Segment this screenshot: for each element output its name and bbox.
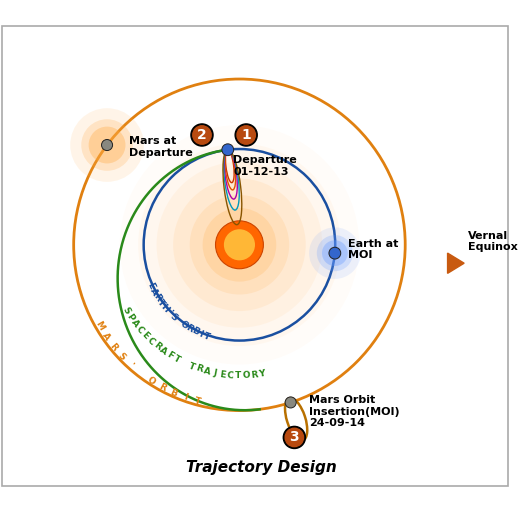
Text: S: S: [117, 351, 127, 362]
Text: Trajectory Design: Trajectory Design: [186, 460, 337, 475]
Text: E: E: [140, 330, 151, 341]
Text: Vernal
Equinox: Vernal Equinox: [468, 231, 518, 252]
Circle shape: [173, 178, 306, 311]
Text: B: B: [169, 388, 179, 398]
Circle shape: [156, 162, 322, 328]
Text: 2: 2: [197, 128, 207, 142]
Text: Earth at
MOI: Earth at MOI: [348, 239, 398, 260]
Text: F: F: [165, 350, 175, 361]
Circle shape: [285, 397, 296, 408]
Circle shape: [322, 240, 348, 266]
Text: T: T: [235, 371, 242, 380]
Polygon shape: [447, 253, 464, 273]
Text: O: O: [178, 319, 190, 331]
Circle shape: [235, 124, 257, 146]
Circle shape: [284, 426, 305, 449]
Circle shape: [191, 124, 213, 146]
Text: M: M: [93, 320, 105, 332]
Circle shape: [81, 119, 133, 171]
Text: O: O: [145, 375, 157, 387]
Text: R: R: [152, 341, 163, 352]
Text: R: R: [108, 341, 119, 352]
Text: R: R: [195, 364, 204, 374]
Text: T: T: [193, 396, 202, 406]
Text: T: T: [187, 361, 196, 372]
Text: ': ': [127, 361, 135, 369]
Text: Departure
01-12-13: Departure 01-12-13: [233, 155, 297, 177]
Text: E: E: [219, 370, 226, 379]
Text: P: P: [125, 312, 136, 322]
Text: H: H: [159, 302, 171, 313]
Circle shape: [138, 143, 341, 346]
Circle shape: [237, 126, 255, 144]
Circle shape: [309, 228, 360, 279]
Text: Y: Y: [258, 369, 266, 378]
Text: 3: 3: [289, 430, 299, 444]
Text: S: S: [121, 305, 132, 315]
Text: R: R: [250, 370, 258, 379]
Text: R: R: [184, 323, 195, 334]
Text: A: A: [129, 318, 140, 329]
Text: A: A: [100, 331, 111, 342]
Text: A: A: [202, 366, 211, 376]
Text: A: A: [158, 345, 169, 357]
Circle shape: [285, 428, 304, 447]
Circle shape: [102, 140, 112, 150]
Circle shape: [89, 126, 126, 164]
Text: J: J: [212, 368, 217, 378]
Text: O: O: [242, 371, 250, 380]
Circle shape: [202, 208, 276, 281]
Text: A: A: [148, 287, 160, 297]
Text: C: C: [135, 324, 146, 335]
Text: I: I: [198, 330, 204, 339]
Circle shape: [193, 126, 211, 144]
Text: B: B: [190, 326, 200, 337]
Circle shape: [224, 229, 255, 261]
Circle shape: [70, 108, 144, 182]
Circle shape: [190, 195, 289, 295]
Text: R: R: [152, 292, 163, 303]
Text: S: S: [169, 311, 179, 323]
Text: E: E: [146, 281, 156, 291]
Text: T: T: [172, 354, 182, 365]
Circle shape: [329, 247, 341, 259]
Text: ': ': [165, 308, 173, 316]
Circle shape: [216, 221, 263, 269]
Text: Mars Orbit
Insertion(MOI)
24-09-14: Mars Orbit Insertion(MOI) 24-09-14: [309, 395, 400, 428]
Text: T: T: [202, 332, 211, 342]
Circle shape: [317, 235, 353, 271]
Text: 1: 1: [241, 128, 251, 142]
Circle shape: [222, 144, 234, 155]
Text: C: C: [146, 336, 156, 347]
Text: I: I: [182, 393, 189, 402]
Text: T: T: [155, 298, 166, 308]
Text: C: C: [227, 370, 234, 380]
Text: Mars at
Departure: Mars at Departure: [129, 136, 193, 157]
Text: R: R: [157, 382, 167, 393]
